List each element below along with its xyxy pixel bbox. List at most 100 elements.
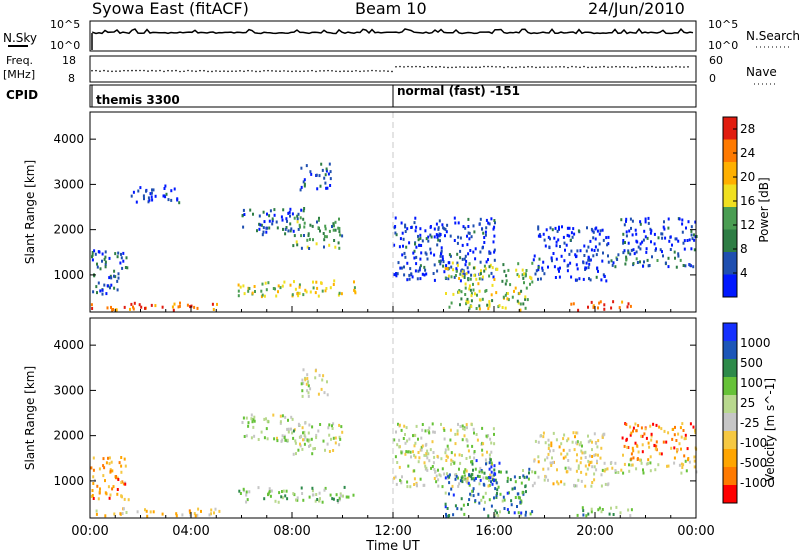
echo-cell <box>547 467 550 471</box>
echo-cell <box>306 373 309 377</box>
echo-cell <box>263 220 266 224</box>
echo-cell <box>467 225 470 228</box>
echo-cell <box>260 289 263 293</box>
echo-cell <box>443 472 446 476</box>
echo-cell <box>552 431 555 435</box>
echo-cell <box>444 448 447 452</box>
echo-cell <box>281 218 284 222</box>
freq-point <box>451 66 453 69</box>
echo-cell <box>602 433 605 437</box>
echo-cell <box>308 247 311 250</box>
echo-cell <box>260 430 263 434</box>
echo-cell <box>490 461 493 465</box>
freq-point <box>483 65 485 68</box>
echo-cell <box>213 511 215 515</box>
echo-cell <box>436 234 439 238</box>
echo-cell <box>401 253 404 257</box>
echo-cell <box>454 453 456 457</box>
echo-cell <box>491 299 494 303</box>
echo-cell <box>526 298 529 302</box>
echo-cell <box>582 509 585 513</box>
echo-cell <box>628 469 631 473</box>
echo-cell <box>302 293 305 297</box>
echo-cell <box>465 423 468 427</box>
echo-cell <box>553 236 556 240</box>
freq-point <box>671 66 673 68</box>
echo-cell <box>635 429 638 433</box>
echo-cell <box>670 446 673 450</box>
freq-label: Freq. <box>6 54 33 67</box>
echo-cell <box>660 452 663 456</box>
echo-cell <box>634 422 637 426</box>
echo-cell <box>400 266 403 270</box>
echo-cell <box>459 479 462 483</box>
echo-cell <box>675 265 678 269</box>
echo-cell <box>494 509 497 513</box>
echo-cell <box>472 266 475 270</box>
echo-cell <box>563 482 566 486</box>
echo-cell <box>528 471 530 475</box>
freq-point <box>551 66 553 68</box>
freq-point <box>611 66 613 68</box>
colorbar-tick-label: 4 <box>740 266 748 280</box>
echo-cell <box>507 268 510 272</box>
echo-cell <box>547 265 549 269</box>
echo-cell <box>544 441 547 445</box>
freq-point <box>623 65 625 68</box>
echo-cell <box>413 469 416 473</box>
echo-cell <box>260 223 263 227</box>
echo-cell <box>420 436 423 440</box>
echo-cell <box>277 284 280 288</box>
echo-cell <box>461 424 464 428</box>
echo-cell <box>435 480 438 484</box>
echo-cell <box>684 459 687 463</box>
echo-cell <box>448 253 451 257</box>
echo-cell <box>564 455 567 459</box>
echo-cell <box>324 173 327 177</box>
echo-cell <box>603 461 606 465</box>
echo-cell <box>303 430 306 434</box>
echo-cell <box>178 304 181 308</box>
echo-cell <box>433 263 436 267</box>
echo-cell <box>430 466 433 470</box>
echo-cell <box>293 234 296 238</box>
echo-cell <box>524 297 527 301</box>
echo-cell <box>394 475 397 479</box>
colorbar-tick-label: -500 <box>740 456 767 470</box>
freq-point <box>595 66 597 69</box>
echo-cell <box>632 429 634 433</box>
echo-cell <box>678 442 681 446</box>
freq-point <box>463 66 465 68</box>
echo-cell <box>269 209 272 213</box>
echo-cell <box>671 243 673 247</box>
echo-cell <box>647 264 650 268</box>
echo-cell <box>327 426 330 430</box>
echo-cell <box>246 498 249 502</box>
echo-cell <box>468 262 471 266</box>
echo-cell <box>241 214 244 217</box>
echo-cell <box>323 176 326 180</box>
echo-cell <box>630 248 633 252</box>
echo-cell <box>189 305 192 309</box>
echo-region <box>90 301 218 312</box>
echo-cell <box>632 456 635 460</box>
echo-cell <box>580 479 583 483</box>
echo-cell <box>471 444 474 448</box>
echo-cell <box>287 427 290 431</box>
echo-cell <box>568 234 571 238</box>
echo-cell <box>682 264 685 267</box>
echo-cell <box>261 233 264 237</box>
echo-cell <box>433 468 436 471</box>
freq-point <box>555 66 557 68</box>
freq-point <box>615 65 617 68</box>
echo-cell <box>533 481 536 485</box>
echo-cell <box>306 438 309 442</box>
echo-cell <box>414 455 417 459</box>
echo-cell <box>582 513 585 517</box>
echo-cell <box>694 429 696 433</box>
echo-cell <box>466 426 468 430</box>
x-axis-label: Time UT <box>365 539 419 554</box>
echo-cell <box>304 378 307 382</box>
echo-cell <box>112 308 115 311</box>
echo-cell <box>669 235 672 239</box>
